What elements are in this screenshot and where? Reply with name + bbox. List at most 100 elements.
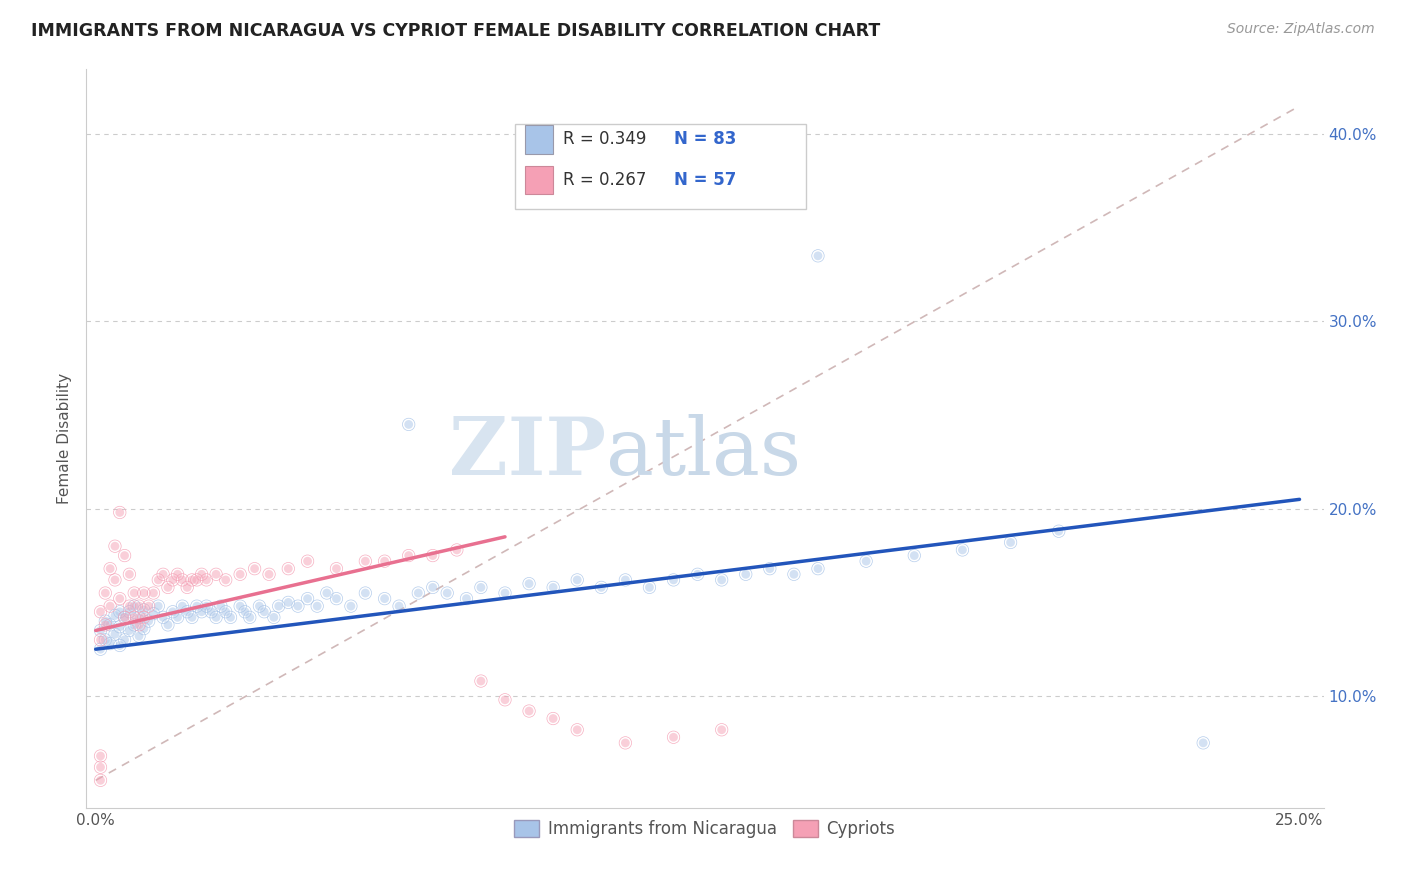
Point [89, 760, 111, 774]
Point [122, 618, 145, 632]
Point [128, 610, 150, 624]
Point [156, 581, 179, 595]
Point [132, 586, 155, 600]
Point [138, 599, 160, 614]
Point [374, 591, 396, 606]
Point [807, 562, 830, 576]
Point [166, 567, 188, 582]
Point [108, 591, 131, 606]
Point [591, 581, 613, 595]
Point [470, 674, 492, 689]
Point [138, 614, 160, 628]
Point [89, 773, 111, 788]
Text: N = 83: N = 83 [673, 130, 737, 148]
Point [470, 581, 492, 595]
Point [233, 605, 256, 619]
Point [200, 605, 222, 619]
Point [94, 586, 117, 600]
Point [118, 624, 141, 638]
Point [128, 618, 150, 632]
Point [952, 543, 974, 558]
Point [567, 723, 589, 737]
Point [114, 632, 136, 647]
Point [89, 642, 111, 657]
Point [567, 573, 589, 587]
Point [122, 599, 145, 614]
Text: IMMIGRANTS FROM NICARAGUA VS CYPRIOT FEMALE DISABILITY CORRELATION CHART: IMMIGRANTS FROM NICARAGUA VS CYPRIOT FEM… [31, 22, 880, 40]
FancyBboxPatch shape [516, 124, 806, 209]
Point [734, 567, 756, 582]
Point [186, 599, 208, 614]
Point [1047, 524, 1070, 539]
Point [176, 581, 198, 595]
Point [307, 599, 329, 614]
Point [132, 603, 155, 617]
Point [89, 749, 111, 764]
Point [114, 549, 136, 563]
Point [132, 610, 155, 624]
Point [190, 567, 212, 582]
Point [759, 562, 782, 576]
Point [181, 573, 204, 587]
Point [422, 549, 444, 563]
Point [98, 562, 121, 576]
Point [614, 573, 637, 587]
Point [710, 723, 733, 737]
Point [517, 576, 540, 591]
Point [98, 562, 121, 576]
FancyBboxPatch shape [526, 126, 553, 153]
Point [162, 605, 184, 619]
Point [354, 554, 377, 568]
Point [541, 581, 564, 595]
Point [398, 549, 420, 563]
Point [138, 599, 160, 614]
Point [325, 562, 347, 576]
Point [541, 712, 564, 726]
Point [287, 599, 309, 614]
Point [287, 599, 309, 614]
Text: atlas: atlas [606, 414, 801, 492]
Text: Source: ZipAtlas.com: Source: ZipAtlas.com [1227, 22, 1375, 37]
Point [662, 731, 685, 745]
Point [104, 539, 127, 553]
Point [142, 607, 165, 621]
Point [162, 573, 184, 587]
Point [494, 693, 516, 707]
Point [195, 599, 218, 614]
Point [903, 549, 925, 563]
Point [277, 595, 299, 609]
Point [253, 605, 276, 619]
Point [591, 581, 613, 595]
Point [354, 586, 377, 600]
Point [122, 610, 145, 624]
Point [176, 605, 198, 619]
Point [122, 599, 145, 614]
Point [104, 539, 127, 553]
Point [267, 599, 290, 614]
Point [104, 627, 127, 641]
Point [114, 632, 136, 647]
Point [297, 554, 319, 568]
Point [118, 599, 141, 614]
Point [98, 618, 121, 632]
Point [257, 567, 280, 582]
Point [118, 605, 141, 619]
Point [162, 605, 184, 619]
Point [122, 586, 145, 600]
Point [118, 567, 141, 582]
Point [138, 614, 160, 628]
Point [166, 610, 188, 624]
Point [108, 506, 131, 520]
Point [807, 562, 830, 576]
Point [374, 554, 396, 568]
Point [456, 591, 478, 606]
Point [190, 567, 212, 582]
Point [128, 599, 150, 614]
Point [108, 639, 131, 653]
Point [94, 586, 117, 600]
Point [215, 605, 238, 619]
Point [122, 586, 145, 600]
Point [494, 693, 516, 707]
Point [662, 731, 685, 745]
Point [94, 614, 117, 628]
